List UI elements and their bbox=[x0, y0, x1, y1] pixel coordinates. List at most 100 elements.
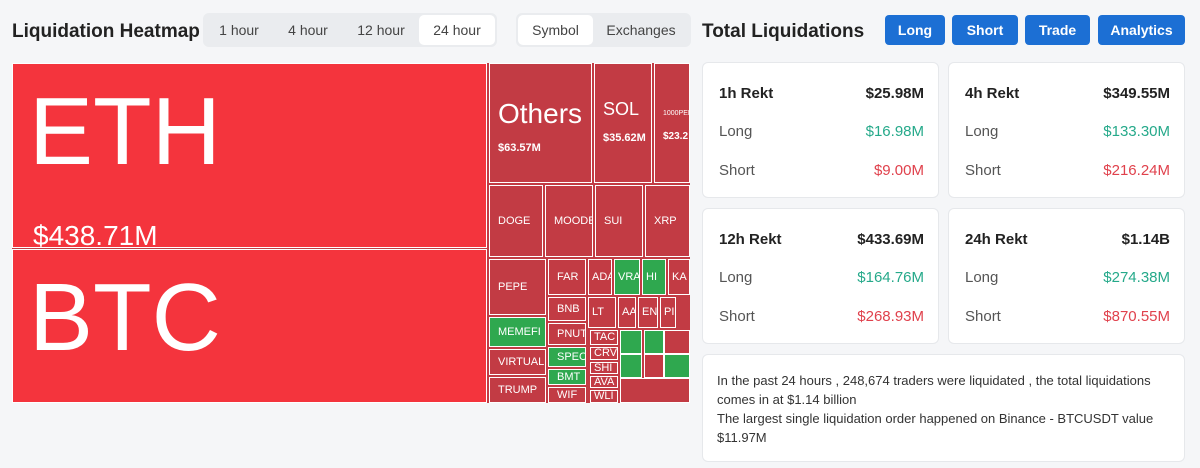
stat-value: $25.98M bbox=[865, 85, 924, 102]
tile[interactable]: ETH $438.71M bbox=[12, 63, 487, 248]
tile-symbol: PI bbox=[664, 306, 675, 318]
stat-card: 1h Rekt $25.98M Long $16.98M Short $9.00M bbox=[702, 62, 939, 198]
tile-symbol: CRV bbox=[594, 347, 618, 359]
tile[interactable]: 1000PEPE $23.2 bbox=[654, 63, 690, 183]
tile-symbol: EN bbox=[642, 306, 658, 318]
stat-card: 24h Rekt $1.14B Long $274.38M Short $870.55M bbox=[948, 208, 1185, 344]
tile-symbol: BMT bbox=[557, 370, 581, 383]
tile[interactable]: FAR bbox=[548, 259, 586, 295]
button[interactable]: Trade bbox=[1025, 15, 1090, 45]
stat-label: 4h Rekt bbox=[965, 85, 1020, 102]
stat-value: $274.38M bbox=[1103, 269, 1170, 286]
tile[interactable]: SHI bbox=[590, 362, 618, 374]
heatmap-title: Liquidation Heatmap bbox=[12, 21, 200, 42]
tile[interactable] bbox=[620, 354, 642, 378]
tile[interactable]: CRV bbox=[590, 347, 618, 360]
tile[interactable]: WLI bbox=[590, 390, 618, 403]
tile[interactable] bbox=[620, 378, 690, 403]
tile[interactable]: MEMEFI bbox=[489, 317, 546, 347]
view-tab[interactable]: Symbol bbox=[518, 15, 593, 45]
stat-row: 4h Rekt $349.55M bbox=[965, 85, 1170, 102]
tile-symbol: SHI bbox=[594, 362, 613, 374]
tile[interactable]: VIRTUAL bbox=[489, 349, 546, 375]
tile[interactable]: BNB bbox=[548, 297, 586, 321]
tile[interactable]: PI bbox=[660, 297, 676, 328]
stat-row: Short $870.55M bbox=[965, 308, 1170, 325]
tile-symbol: SUI bbox=[604, 214, 623, 227]
time-tab[interactable]: 4 hour bbox=[288, 22, 328, 38]
stat-row: Long $133.30M bbox=[965, 123, 1170, 140]
stat-value: $216.24M bbox=[1103, 162, 1170, 179]
summary-text: The largest single liquidation order hap… bbox=[717, 411, 1154, 445]
tile[interactable]: PEPE bbox=[489, 259, 546, 315]
tile[interactable]: BTC$363.96M bbox=[12, 249, 487, 403]
tile[interactable] bbox=[664, 330, 690, 354]
stat-label: Short bbox=[719, 162, 755, 179]
stat-label: Short bbox=[965, 308, 1001, 325]
tile[interactable]: LT bbox=[588, 297, 616, 328]
tile-symbol: Others bbox=[498, 98, 583, 129]
tile-value: $35.62M bbox=[603, 132, 646, 144]
stat-value: $433.69M bbox=[857, 231, 924, 248]
tile[interactable]: EN bbox=[638, 297, 658, 328]
tile[interactable]: ADA bbox=[588, 259, 612, 295]
button[interactable]: Analytics bbox=[1098, 15, 1185, 45]
tile[interactable]: XRP bbox=[645, 185, 690, 257]
tile[interactable]: MOODE bbox=[545, 185, 593, 257]
tile-symbol: WLI bbox=[594, 390, 614, 402]
stat-row: Long $274.38M bbox=[965, 269, 1170, 286]
tile[interactable]: AVA bbox=[590, 376, 618, 388]
tile[interactable] bbox=[644, 330, 664, 354]
tile[interactable]: TAC bbox=[590, 330, 618, 345]
stat-label: 24h Rekt bbox=[965, 231, 1028, 248]
time-tab[interactable]: 12 hour bbox=[357, 22, 405, 38]
tile-symbol: ADA bbox=[592, 270, 611, 283]
tile-symbol: TRUMP bbox=[498, 383, 538, 396]
tile[interactable]: PNUT bbox=[548, 323, 586, 345]
stat-value: $268.93M bbox=[857, 308, 924, 325]
tile[interactable]: Others $63.57M bbox=[489, 63, 592, 183]
tile-symbol: PEPE bbox=[498, 280, 528, 293]
tile-symbol: SOL bbox=[603, 99, 640, 119]
tile[interactable]: HI bbox=[642, 259, 666, 295]
button[interactable]: Long bbox=[885, 15, 945, 45]
view-tab[interactable]: Exchanges bbox=[606, 22, 676, 38]
tile[interactable]: AA bbox=[618, 297, 636, 328]
tile[interactable]: BMT bbox=[548, 369, 586, 385]
tile[interactable] bbox=[620, 330, 642, 354]
tile-value: $438.71M bbox=[33, 220, 158, 248]
tile-symbol: VRA bbox=[618, 270, 640, 283]
tile[interactable] bbox=[644, 354, 664, 378]
tile-symbol: MOODE bbox=[554, 214, 593, 227]
tile-symbol: PNUT bbox=[557, 327, 586, 340]
tile[interactable]: SOL $35.62M bbox=[594, 63, 652, 183]
tile-symbol: BNB bbox=[557, 302, 580, 315]
tile[interactable]: KA bbox=[668, 259, 690, 295]
stat-row: Long $16.98M bbox=[719, 123, 924, 140]
stat-card: 4h Rekt $349.55M Long $133.30M Short $216.24M bbox=[948, 62, 1185, 198]
tile-symbol: LT bbox=[592, 306, 605, 318]
stat-value: $349.55M bbox=[1103, 85, 1170, 102]
tile[interactable]: SPEC bbox=[548, 347, 586, 367]
stat-label: Long bbox=[965, 123, 999, 140]
tile[interactable] bbox=[664, 354, 690, 378]
stat-row: Short $9.00M bbox=[719, 162, 924, 179]
stat-row: 24h Rekt $1.14B bbox=[965, 231, 1170, 248]
tile[interactable]: DOGE bbox=[489, 185, 543, 257]
stat-value: $1.14B bbox=[1121, 231, 1170, 248]
stat-label: Long bbox=[965, 269, 999, 286]
tile[interactable]: SUI bbox=[595, 185, 643, 257]
stat-label: 1h Rekt bbox=[719, 85, 774, 102]
tile-value: $63.57M bbox=[498, 142, 541, 154]
panel-title: Total Liquidations bbox=[702, 21, 865, 42]
tile-symbol: AVA bbox=[594, 376, 615, 388]
tile-symbol: ETH bbox=[29, 78, 221, 185]
time-tab[interactable]: 24 hour bbox=[419, 15, 495, 45]
tile[interactable]: WIF bbox=[548, 387, 586, 403]
tile[interactable]: TRUMP bbox=[489, 377, 546, 403]
tile[interactable]: VRA bbox=[614, 259, 640, 295]
time-tab[interactable]: 1 hour bbox=[219, 22, 259, 38]
button[interactable]: Short bbox=[952, 15, 1018, 45]
